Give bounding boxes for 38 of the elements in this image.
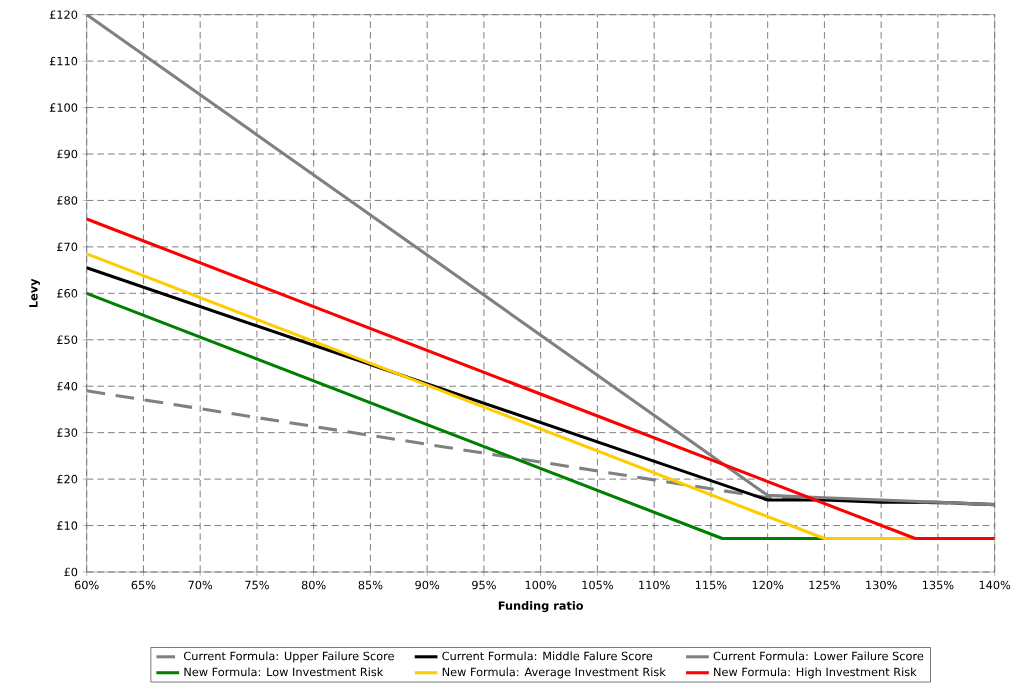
legend-label: New Formula: High Investment Risk (714, 667, 917, 679)
y-tick-label: £70 (57, 242, 78, 252)
x-tick-label: 60% (74, 580, 99, 590)
x-tick-label: 120% (752, 580, 784, 590)
y-tick-label: £60 (57, 289, 78, 298)
y-tick-label: £20 (57, 474, 78, 484)
x-tick-label: 80% (301, 580, 326, 590)
y-tick-label: £100 (49, 103, 78, 112)
x-tick-label: 65% (131, 580, 156, 590)
y-tick-label: £40 (57, 381, 78, 391)
legend-label: New Formula: Low Investment Risk (184, 667, 384, 677)
legend-label: Current Formula: Lower Failure Score (713, 651, 924, 661)
y-tick-label: £110 (49, 56, 78, 66)
x-tick-label: 90% (415, 580, 440, 590)
x-tick-label: 95% (472, 580, 496, 590)
x-tick-label: 85% (358, 580, 383, 590)
x-tick-label: 110% (639, 580, 670, 590)
x-tick-label: 105% (582, 580, 613, 590)
y-tick-label: £120 (49, 10, 78, 19)
x-tick-label: 125% (809, 580, 840, 590)
y-tick-label: £80 (57, 196, 78, 205)
x-axis-title: Funding ratio (498, 601, 584, 613)
legend-label: Current Formula: Upper Failure Score (183, 651, 394, 663)
x-tick-label: 70% (188, 580, 213, 590)
y-axis-title: Levy (29, 278, 40, 308)
y-tick-label: £0 (64, 567, 78, 577)
x-tick-label: 75% (245, 580, 269, 590)
x-tick-label: 140% (979, 580, 1011, 590)
x-tick-label: 130% (866, 580, 897, 590)
legend-label: Current Formula: Middle Falure Score (442, 651, 653, 661)
y-tick-label: £90 (57, 149, 78, 159)
y-tick-label: £10 (57, 521, 78, 530)
legend-label: New Formula: Average Investment Risk (442, 667, 666, 679)
x-tick-label: 115% (695, 580, 727, 590)
x-tick-label: 135% (922, 580, 954, 590)
x-tick-label: 100% (525, 580, 557, 590)
y-tick-label: £50 (57, 335, 78, 345)
y-tick-label: £30 (57, 428, 78, 437)
